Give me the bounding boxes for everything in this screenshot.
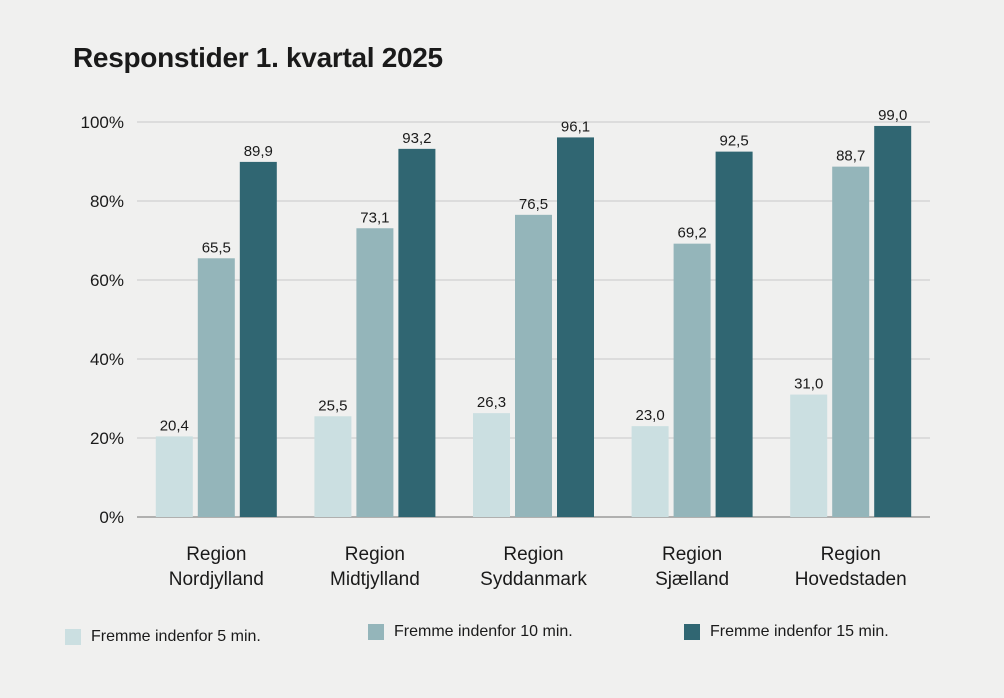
x-tick-label: Region xyxy=(503,544,563,565)
y-tick-label: 0% xyxy=(99,508,124,527)
data-label: 65,5 xyxy=(202,239,231,256)
bar xyxy=(715,151,753,517)
data-label: 23,0 xyxy=(635,407,664,424)
bar xyxy=(673,243,711,517)
x-tick-label: Region xyxy=(821,544,881,565)
bar xyxy=(473,413,510,517)
y-tick-label: 60% xyxy=(90,271,124,290)
x-tick-label: Nordjylland xyxy=(169,569,264,590)
legend-item-5-min: Fremme indenfor 5 min. xyxy=(65,628,261,646)
bar xyxy=(239,161,277,517)
x-tick-label: Region xyxy=(345,544,405,565)
data-label: 31,0 xyxy=(794,376,823,393)
x-tick-label: Region xyxy=(186,544,246,565)
data-label: 89,9 xyxy=(244,143,273,160)
legend-swatch-10-min xyxy=(368,624,384,640)
chart-title: Responstider 1. kvartal 2025 xyxy=(73,42,443,73)
x-tick-label: Sjælland xyxy=(655,569,729,590)
data-label: 93,2 xyxy=(402,130,431,147)
bar xyxy=(398,148,436,518)
legend-label-5-min: Fremme indenfor 5 min. xyxy=(91,628,261,645)
bar xyxy=(874,125,912,517)
data-label: 88,7 xyxy=(836,148,865,165)
x-tick-label: Hovedstaden xyxy=(795,569,907,590)
legend-item-10-min: Fremme indenfor 10 min. xyxy=(368,623,573,641)
bar xyxy=(155,436,193,517)
data-label: 96,1 xyxy=(561,118,590,135)
legend-label-10-min: Fremme indenfor 10 min. xyxy=(394,623,573,640)
y-tick-label: 40% xyxy=(90,350,124,369)
x-tick-label: Syddanmark xyxy=(480,569,587,590)
bar xyxy=(557,137,594,517)
y-tick-label: 80% xyxy=(90,192,124,211)
data-label: 26,3 xyxy=(477,394,506,411)
data-label: 20,4 xyxy=(160,417,189,434)
bar xyxy=(314,416,352,517)
x-tick-label: Region xyxy=(662,544,722,565)
legend-label-15-min: Fremme indenfor 15 min. xyxy=(710,623,889,640)
bar xyxy=(832,166,870,517)
bar xyxy=(790,394,828,517)
legend-item-15-min: Fremme indenfor 15 min. xyxy=(684,623,889,641)
y-tick-label: 100% xyxy=(81,113,124,132)
legend-swatch-5-min xyxy=(65,629,81,645)
data-label: 25,5 xyxy=(318,397,347,414)
data-label: 92,5 xyxy=(719,133,748,150)
x-tick-label: Midtjylland xyxy=(330,569,420,590)
bar xyxy=(356,228,394,517)
data-label: 69,2 xyxy=(677,225,706,242)
legend-swatch-15-min xyxy=(684,624,700,640)
data-label: 73,1 xyxy=(360,209,389,226)
bar xyxy=(515,214,552,517)
bar xyxy=(631,426,669,517)
data-label: 99,0 xyxy=(878,107,907,124)
bar xyxy=(197,258,235,517)
y-tick-label: 20% xyxy=(90,429,124,448)
data-label: 76,5 xyxy=(519,196,548,213)
